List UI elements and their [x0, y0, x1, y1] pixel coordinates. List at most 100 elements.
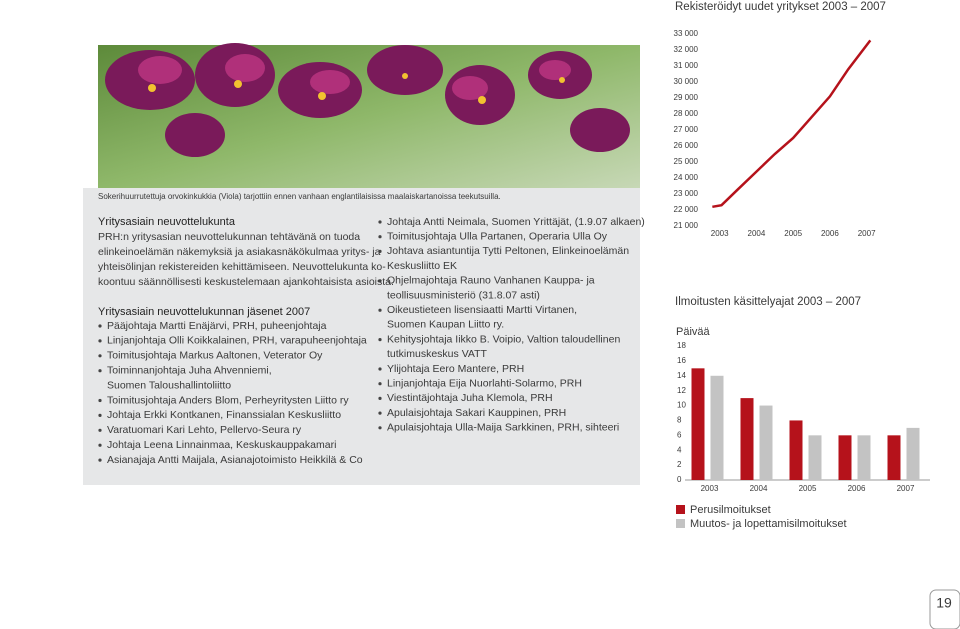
bullet [378, 308, 382, 312]
member: Keskusliitto EK [387, 260, 457, 272]
x-tick-label: 2007 [858, 229, 876, 238]
bullet [98, 369, 102, 373]
y-tick-label: 22 000 [674, 205, 699, 214]
y-tick-label: 16 [677, 356, 686, 365]
member: Viestintäjohtaja Juha Klemola, PRH [387, 392, 553, 404]
member: Johtaja Erkki Kontkanen, Finanssialan Ke… [107, 409, 341, 421]
legend-label: Perusilmoitukset [690, 504, 771, 516]
member: Johtava asiantuntija Tytti Peltonen, Eli… [387, 245, 629, 257]
y-tick-label: 6 [677, 430, 682, 439]
member: Apulaisjohtaja Ulla-Maija Sarkkinen, PRH… [387, 422, 619, 434]
y-tick-label: 8 [677, 416, 682, 425]
x-tick-label: 2006 [821, 229, 839, 238]
y-tick-label: 32 000 [674, 45, 699, 54]
bar [808, 435, 822, 480]
bullet [98, 443, 102, 447]
caption: Sokerihuurrutettuja orvokinkukkia (Viola… [98, 192, 501, 201]
line [712, 39, 872, 209]
bullet [378, 426, 382, 430]
x-tick-label: 2004 [748, 229, 766, 238]
legend-swatch [676, 505, 685, 514]
bar [759, 405, 773, 480]
bullet [378, 220, 382, 224]
bullet [378, 367, 382, 371]
bullet [98, 354, 102, 358]
x-tick-label: 2005 [799, 484, 817, 493]
bullet [378, 235, 382, 239]
bullet [98, 428, 102, 432]
y-tick-label: 0 [677, 475, 682, 484]
paragraph-line: elinkeinoelämän näkemyksiä ja asiakasnäk… [98, 246, 381, 258]
member: Johtaja Antti Neimala, Suomen Yrittäjät,… [387, 216, 645, 228]
member: Apulaisjohtaja Sakari Kauppinen, PRH [387, 407, 566, 419]
member: Linjanjohtaja Eija Nuorlahti-Solarmo, PR… [387, 377, 582, 389]
photo [98, 43, 640, 188]
page-number: 19 [936, 595, 952, 611]
member: Suomen Taloushallintoliitto [107, 379, 231, 391]
y-tick-label: 24 000 [674, 173, 699, 182]
bar [857, 435, 871, 480]
y-tick-label: 12 [677, 386, 686, 395]
member: Pääjohtaja Martti Enäjärvi, PRH, puheenj… [107, 320, 327, 332]
member: Toiminnanjohtaja Juha Ahvenniemi, [107, 364, 272, 376]
bar [740, 398, 754, 480]
y-tick-label: 26 000 [674, 141, 699, 150]
y-tick-label: 28 000 [674, 109, 699, 118]
bullet [98, 398, 102, 403]
paragraph-line: PRH:n yritysasian neuvottelukunnan tehtä… [98, 231, 360, 243]
y-tick-label: 14 [677, 371, 686, 380]
x-tick-label: 2004 [750, 484, 768, 493]
y-tick-label: 27 000 [674, 125, 699, 134]
x-tick-label: 2003 [701, 484, 719, 493]
y-tick-label: 33 000 [674, 29, 699, 38]
bullet [98, 413, 102, 417]
bar [887, 435, 901, 480]
member: Ohjelmajohtaja Rauno Vanhanen Kauppa- ja [387, 275, 595, 287]
page-number-box [929, 589, 960, 629]
y-tick-label: 23 000 [674, 189, 699, 198]
y-tick-label: 18 [677, 341, 686, 350]
bar [789, 420, 803, 480]
chart-title: Rekisteröidyt uudet yritykset 2003 – 200… [675, 1, 886, 13]
member: Toimitusjohtaja Ulla Partanen, Operaria … [387, 230, 608, 242]
y-tick-label: 31 000 [674, 61, 699, 70]
bullet [378, 411, 382, 415]
y-label: Päivää [676, 326, 711, 338]
paragraph-line: koontuu säännöllisesti keskustelemaan aj… [98, 276, 394, 288]
x-tick-label: 2005 [784, 229, 802, 238]
bullet [98, 324, 102, 328]
bullet [378, 396, 382, 400]
bullet [378, 338, 382, 342]
heading: Yritysasiain neuvottelukunta [98, 216, 236, 228]
bar [691, 368, 705, 480]
chart-title: Ilmoitusten käsittelyajat 2003 – 2007 [675, 296, 861, 308]
y-tick-label: 29 000 [674, 93, 699, 102]
x-tick-label: 2007 [897, 484, 915, 493]
member: Varatuomari Kari Lehto, Pellervo-Seura r… [107, 424, 302, 436]
member: Suomen Kaupan Liitto ry. [387, 319, 504, 331]
member: Linjanjohtaja Olli Koikkalainen, PRH, va… [107, 335, 367, 347]
bullet [378, 382, 382, 386]
member: Toimitusjohtaja Anders Blom, Perheyritys… [107, 394, 349, 406]
x-tick-label: 2003 [711, 229, 729, 238]
member: Asianajaja Antti Maijala, Asianajotoimis… [107, 454, 363, 466]
y-tick-label: 25 000 [674, 157, 699, 166]
legend-swatch [676, 519, 685, 528]
member: Kehitysjohtaja Iikko B. Voipio, Valtion … [387, 333, 620, 345]
x-tick-label: 2006 [848, 484, 866, 493]
panel [83, 188, 640, 485]
bar [710, 375, 724, 480]
legend-label: Muutos- ja lopettamisilmoitukset [690, 518, 847, 530]
y-tick-label: 2 [677, 460, 682, 469]
member: Johtaja Leena Linnainmaa, Keskuskauppaka… [107, 439, 336, 451]
paragraph-line: yhteisölinjan rekistereiden kehittämisee… [98, 261, 386, 273]
bullet [378, 279, 382, 283]
bullet [378, 249, 382, 253]
bar [906, 427, 920, 480]
y-tick-label: 30 000 [674, 77, 699, 86]
heading: Yritysasiain neuvottelukunnan jäsenet 20… [98, 306, 310, 318]
member: tutkimuskeskus VATT [387, 348, 488, 360]
bullet [98, 339, 102, 343]
member: Ylijohtaja Eero Mantere, PRH [387, 363, 524, 375]
